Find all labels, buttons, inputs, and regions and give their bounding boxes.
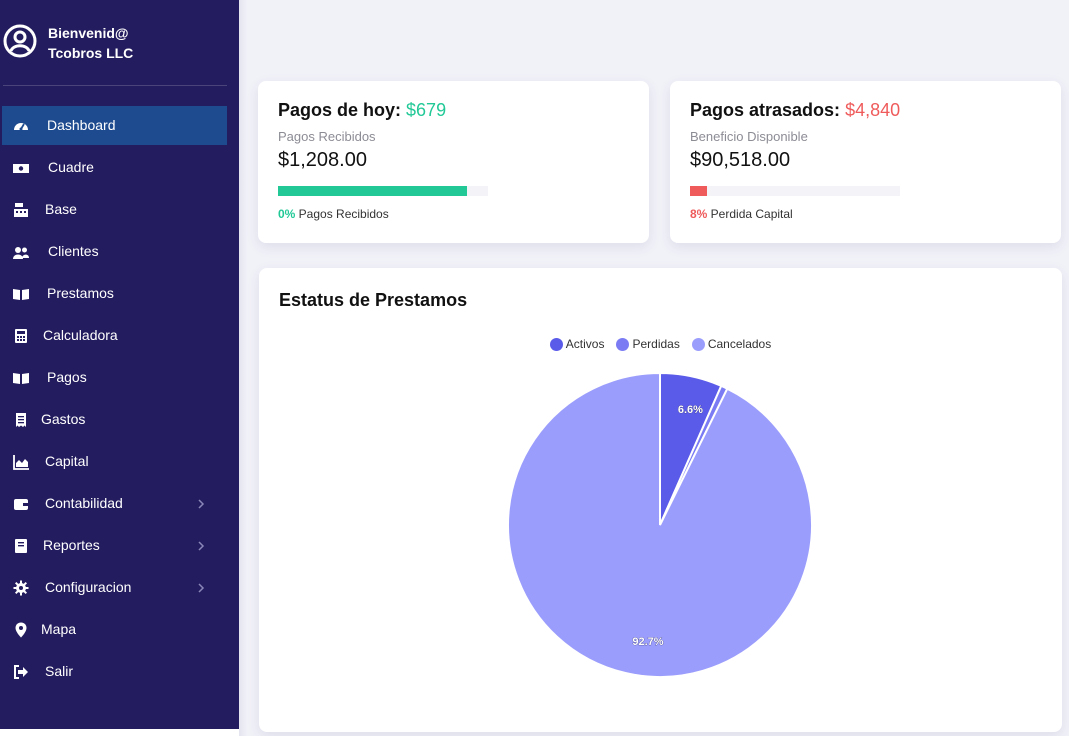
sidebar-item-label: Prestamos bbox=[47, 285, 114, 301]
sidebar-item-label: Gastos bbox=[41, 411, 86, 427]
sidebar-item-clientes[interactable]: Clientes bbox=[2, 232, 227, 271]
chevron-right-icon[interactable] bbox=[197, 540, 205, 552]
today-amount: $679 bbox=[406, 100, 447, 120]
card-footer: 0% Pagos Recibidos bbox=[278, 207, 389, 221]
user-circle-icon[interactable] bbox=[3, 24, 37, 58]
card-footer-pct: 0% bbox=[278, 207, 296, 221]
receipt-icon bbox=[16, 413, 26, 427]
greeting-text: Bienvenid@ bbox=[48, 25, 129, 41]
sidebar-item-label: Salir bbox=[45, 663, 74, 679]
card-sub-label: Beneficio Disponible bbox=[690, 129, 808, 144]
card-title-text: Pagos atrasados: bbox=[690, 100, 846, 120]
chart-title: Estatus de Prestamos bbox=[279, 290, 468, 310]
sidebar-bottom-strip bbox=[0, 729, 247, 736]
sidebar-item-label: Calculadora bbox=[43, 327, 118, 343]
wallet-icon bbox=[14, 499, 28, 510]
card-title-text: Pagos de hoy: bbox=[278, 100, 407, 120]
card-title: Pagos atrasados: $4,840 bbox=[690, 100, 900, 121]
sidebar-item-gastos[interactable]: Gastos bbox=[2, 400, 227, 439]
pie-slice-perdidas[interactable] bbox=[659, 384, 729, 526]
pie-data-label: 6.6% bbox=[678, 404, 703, 416]
sidebar-item-capital[interactable]: Capital bbox=[2, 442, 227, 481]
card-footer-text: Perdida Capital bbox=[707, 207, 793, 221]
user-block: Bienvenid@ Tcobros LLC bbox=[0, 18, 239, 68]
chart-area-icon bbox=[13, 455, 29, 470]
sidebar-nav: Dashboard Cuadre Base bbox=[2, 106, 227, 694]
sidebar-item-pagos[interactable]: Pagos bbox=[2, 358, 227, 397]
gear-icon bbox=[13, 580, 29, 596]
card-footer-text: Pagos Recibidos bbox=[295, 207, 389, 221]
calculator-icon bbox=[15, 329, 27, 343]
sidebar-item-salir[interactable]: Salir bbox=[2, 652, 227, 691]
sidebar-item-label: Capital bbox=[45, 453, 89, 469]
progress-bar bbox=[690, 186, 900, 196]
company-name: Tcobros LLC bbox=[48, 45, 134, 61]
legend-label: Activos bbox=[565, 337, 605, 351]
legend-label: Cancelados bbox=[707, 337, 772, 351]
sidebar-item-reportes[interactable]: Reportes bbox=[2, 526, 227, 565]
card-footer: 8% Perdida Capital bbox=[690, 207, 793, 221]
sidebar-item-label: Clientes bbox=[48, 243, 99, 259]
sidebar-divider bbox=[3, 85, 227, 86]
users-icon bbox=[13, 247, 29, 259]
chart-legend: Activos Perdidas Cancelados bbox=[259, 337, 1062, 351]
card-value: $90,518.00 bbox=[690, 149, 791, 171]
progress-fill bbox=[278, 186, 467, 196]
sidebar: Bienvenid@ Tcobros LLC Dashboard Cuadre bbox=[0, 0, 239, 729]
pie-slice-cancelados[interactable] bbox=[507, 371, 813, 678]
overdue-amount: $4,840 bbox=[845, 100, 901, 120]
main-edge-shade bbox=[239, 0, 247, 736]
legend-item[interactable]: Activos bbox=[549, 337, 605, 351]
sidebar-item-cuadre[interactable]: Cuadre bbox=[2, 148, 227, 187]
legend-marker bbox=[691, 337, 705, 351]
pie-slice-activos[interactable] bbox=[659, 371, 723, 526]
sign-out-icon bbox=[14, 665, 28, 679]
sidebar-item-base[interactable]: Base bbox=[2, 190, 227, 229]
card-title: Pagos de hoy: $679 bbox=[278, 100, 446, 121]
book-icon bbox=[15, 539, 27, 553]
card-footer-pct: 8% bbox=[690, 207, 708, 221]
legend-item[interactable]: Cancelados bbox=[691, 337, 772, 351]
chevron-right-icon[interactable] bbox=[197, 582, 205, 594]
sidebar-item-prestamos[interactable]: Prestamos bbox=[2, 274, 227, 313]
sidebar-item-label: Cuadre bbox=[48, 159, 94, 175]
money-icon bbox=[13, 164, 29, 173]
sidebar-item-label: Reportes bbox=[43, 537, 100, 553]
legend-item[interactable]: Perdidas bbox=[616, 337, 680, 351]
progress-fill bbox=[690, 186, 707, 196]
legend-label: Perdidas bbox=[632, 337, 680, 351]
sidebar-item-label: Mapa bbox=[41, 621, 77, 637]
book-open-icon bbox=[13, 373, 29, 384]
sidebar-item-mapa[interactable]: Mapa bbox=[2, 610, 227, 649]
user-greeting: Bienvenid@ Tcobros LLC bbox=[48, 23, 133, 63]
sidebar-item-label: Configuracion bbox=[45, 579, 132, 595]
today-payments-card: Pagos de hoy: $679 Pagos Recibidos $1,20… bbox=[258, 81, 649, 243]
card-sub-label: Pagos Recibidos bbox=[278, 129, 376, 144]
gauge-icon bbox=[14, 123, 28, 131]
pie-data-label: 92.7% bbox=[632, 636, 663, 648]
loan-status-chart-card: Estatus de Prestamos Activos Perdidas Canc… bbox=[259, 268, 1062, 732]
sidebar-item-dashboard[interactable]: Dashboard bbox=[2, 106, 227, 145]
book-open-icon bbox=[13, 289, 29, 300]
legend-marker bbox=[616, 337, 630, 351]
legend-marker bbox=[549, 337, 563, 351]
sidebar-item-label: Pagos bbox=[47, 369, 87, 385]
chevron-right-icon[interactable] bbox=[197, 498, 205, 510]
card-value: $1,208.00 bbox=[278, 149, 367, 171]
sidebar-item-calculadora[interactable]: Calculadora bbox=[2, 316, 227, 355]
cash-register-icon bbox=[14, 203, 28, 217]
overdue-payments-card: Pagos atrasados: $4,840 Beneficio Dispon… bbox=[670, 81, 1061, 243]
map-marker-icon bbox=[15, 622, 27, 638]
sidebar-item-label: Base bbox=[45, 201, 77, 217]
progress-bar bbox=[278, 186, 488, 196]
sidebar-item-label: Dashboard bbox=[47, 117, 116, 133]
sidebar-item-contabilidad[interactable]: Contabilidad bbox=[2, 484, 227, 523]
sidebar-item-label: Contabilidad bbox=[45, 495, 123, 511]
sidebar-item-configuracion[interactable]: Configuracion bbox=[2, 568, 227, 607]
